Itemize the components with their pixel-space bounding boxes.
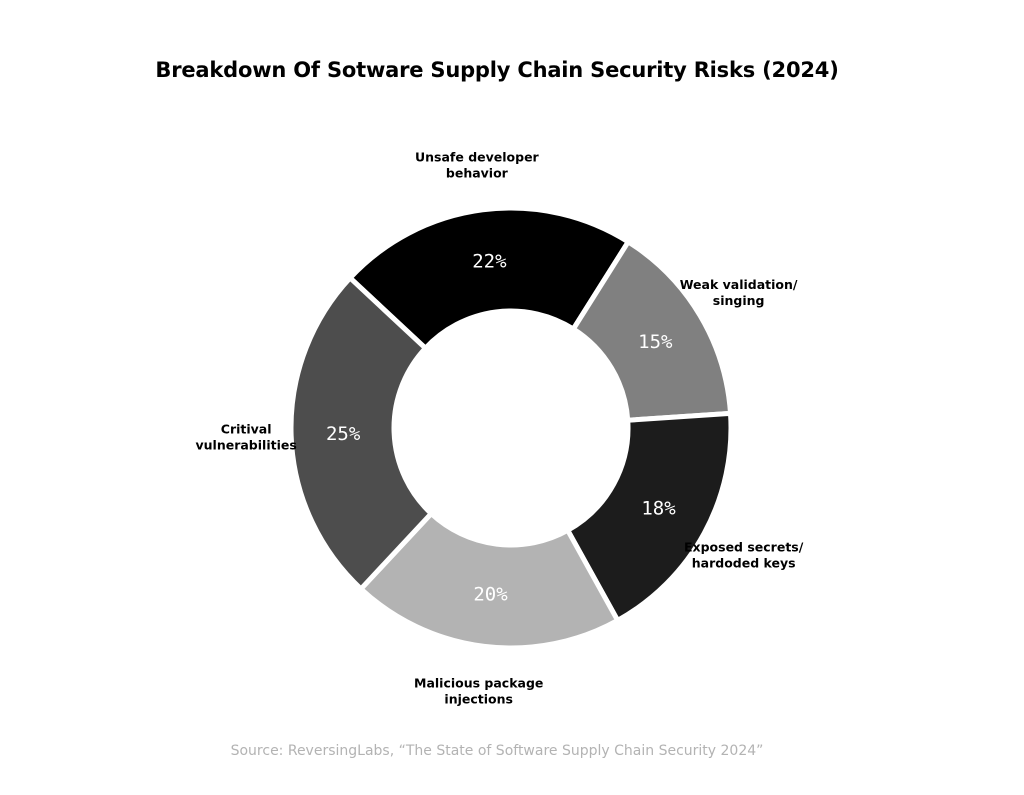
slice-category-label-1: Weak validation/singing [680,277,798,308]
donut-slice-0 [346,205,632,352]
donut-slice-2 [564,410,734,624]
donut-slice-4 [288,274,435,593]
slice-category-label-4: Critival vulnerabilities [196,422,297,453]
donut-slice-3 [357,510,622,651]
slice-category-label-2: Exposed secrets/hardoded keys [684,539,804,570]
slice-value-label-4: 25% [326,423,361,445]
slice-value-label-3: 20% [473,584,508,606]
chart-title: Breakdown Of Sotware Supply Chain Securi… [155,58,839,82]
slice-category-label-3: Malicious package injections [414,676,543,707]
slice-value-label-1: 15% [638,331,673,353]
slice-category-label-0: Unsafe developer behavior [415,150,540,181]
slice-value-label-0: 22% [472,250,507,272]
slice-value-label-2: 18% [641,497,676,519]
source-note: Source: ReversingLabs, “The State of Sof… [230,743,764,759]
